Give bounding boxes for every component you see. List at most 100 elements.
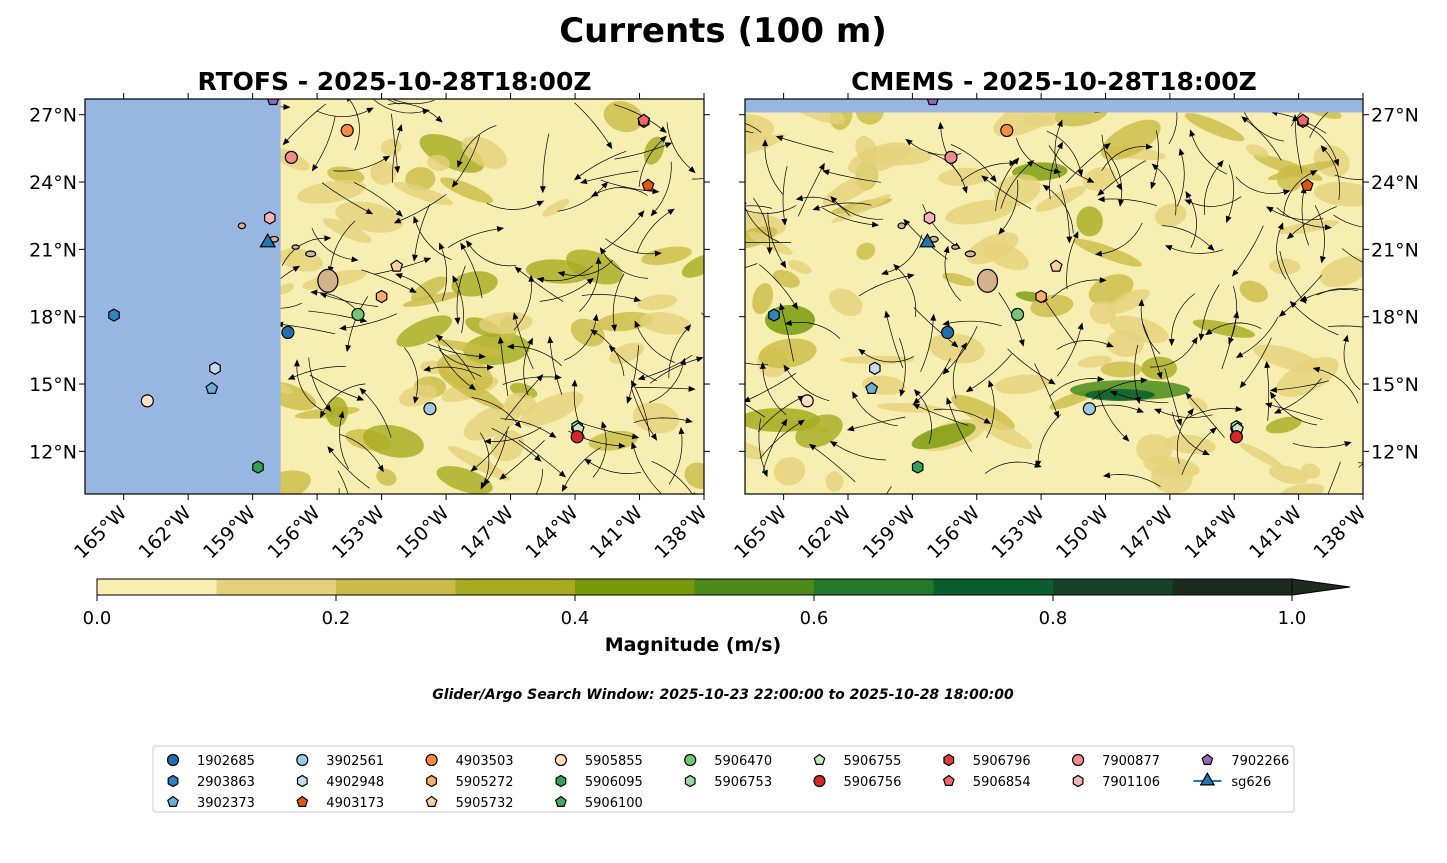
legend-item: 4903503 [425,753,514,769]
colorbar-bin [575,579,695,595]
streamline [583,170,639,183]
streamline-arrow [1319,255,1326,264]
speed-contour [788,260,812,274]
island-hawaii [951,244,960,250]
streamline-arrow [497,336,504,344]
streamline [438,344,474,389]
streamline [563,317,597,361]
streamline-arrow [988,379,994,388]
streamline [601,250,648,279]
streamline [427,366,482,377]
map-panel-rtofs: RTOFS - 2025-10-28T18:00Z 165°W 162°W 159°W… [29,67,712,563]
streamline-arrow [630,379,637,388]
marker-4902948 [296,774,308,788]
streamline-arrow [1164,245,1173,251]
streamline [1343,338,1361,390]
speed-contour [437,354,493,391]
streamline [461,245,483,299]
legend-item: 5906854 [942,774,1031,790]
streamline [833,442,886,461]
streamline [668,326,689,379]
streamline-arrow [470,464,478,472]
streamline-arrow [592,313,599,322]
streamline-arrow [514,266,522,274]
streamline [828,99,831,104]
streamline [630,386,656,438]
colorbar-tick-label: 0.6 [800,608,829,629]
marker-5905855 [140,394,154,408]
streamline [898,337,906,394]
x-tick-label: 162°W [134,502,195,563]
streamline [281,237,328,266]
speed-contour [1276,356,1339,397]
marker-7900877 [944,150,958,164]
streamline-arrow [506,343,514,350]
streamline [611,347,657,382]
streamline [1171,411,1207,454]
streamline-arrow [912,397,921,405]
streamline-arrow [998,227,1006,235]
x-tick-label: 138°W [650,502,711,563]
streamline-arrow [1233,310,1240,319]
streamline-arrow [611,324,618,332]
speed-contour [1154,203,1187,227]
streamline [549,339,563,395]
colorbar-bin [933,579,1054,595]
speed-contour [603,101,643,133]
x-tick-label: 147°W [457,502,518,563]
speed-contour [994,374,1050,395]
marker-4903173 [1300,178,1314,191]
streamline-arrow [1153,408,1162,415]
streamline [1301,190,1310,246]
streamline [1151,130,1159,186]
island-hawaii [976,268,999,293]
streamline [1184,408,1239,420]
streamline [950,144,995,180]
streamline [811,445,856,483]
speed-contour [1100,119,1161,161]
streamline [1241,107,1284,142]
streamline [944,249,962,302]
streamline-arrow [365,208,374,215]
speed-contour [1265,416,1302,434]
y-tick-label: 27°N [29,105,77,127]
legend-label: 4902948 [326,775,384,790]
island-hawaii [237,222,247,230]
streamline-arrow [483,438,491,445]
streamline-arrow [282,138,290,146]
streamline [1056,326,1082,377]
x-tick-label: 147°W [1116,502,1177,563]
streamline [1341,248,1363,263]
legend-label: 5906756 [844,775,902,790]
streamline-arrow [654,250,662,257]
streamline-arrow [652,188,660,195]
no-data-region [85,99,281,494]
streamline [816,202,872,210]
streamline [414,204,431,258]
colorbar-bin [814,579,934,595]
streamline-arrow [310,289,318,296]
streamline-arrow [599,247,607,255]
streamline [915,405,969,426]
marker-7902266 [1201,753,1214,766]
streamline [1161,225,1212,249]
streamline [1208,322,1262,334]
streamline [1334,174,1363,180]
streamline-arrow [496,226,505,233]
streamline [348,99,360,151]
streamline [473,426,510,470]
streamline-arrow [830,196,838,204]
streamline-arrow [1378,415,1384,422]
streamline-arrow [903,218,911,226]
streamline-arrow [478,353,486,360]
streamline [518,440,564,476]
streamline-arrow [1189,129,1196,137]
streamline [502,376,558,385]
streamline-arrow [460,242,467,251]
streamline-arrow [1384,225,1391,231]
streamline [576,150,627,179]
island-hawaii [964,250,976,258]
island-hawaii [305,250,317,258]
colorbar-bin [694,579,815,595]
legend-item: 5906755 [813,753,901,769]
